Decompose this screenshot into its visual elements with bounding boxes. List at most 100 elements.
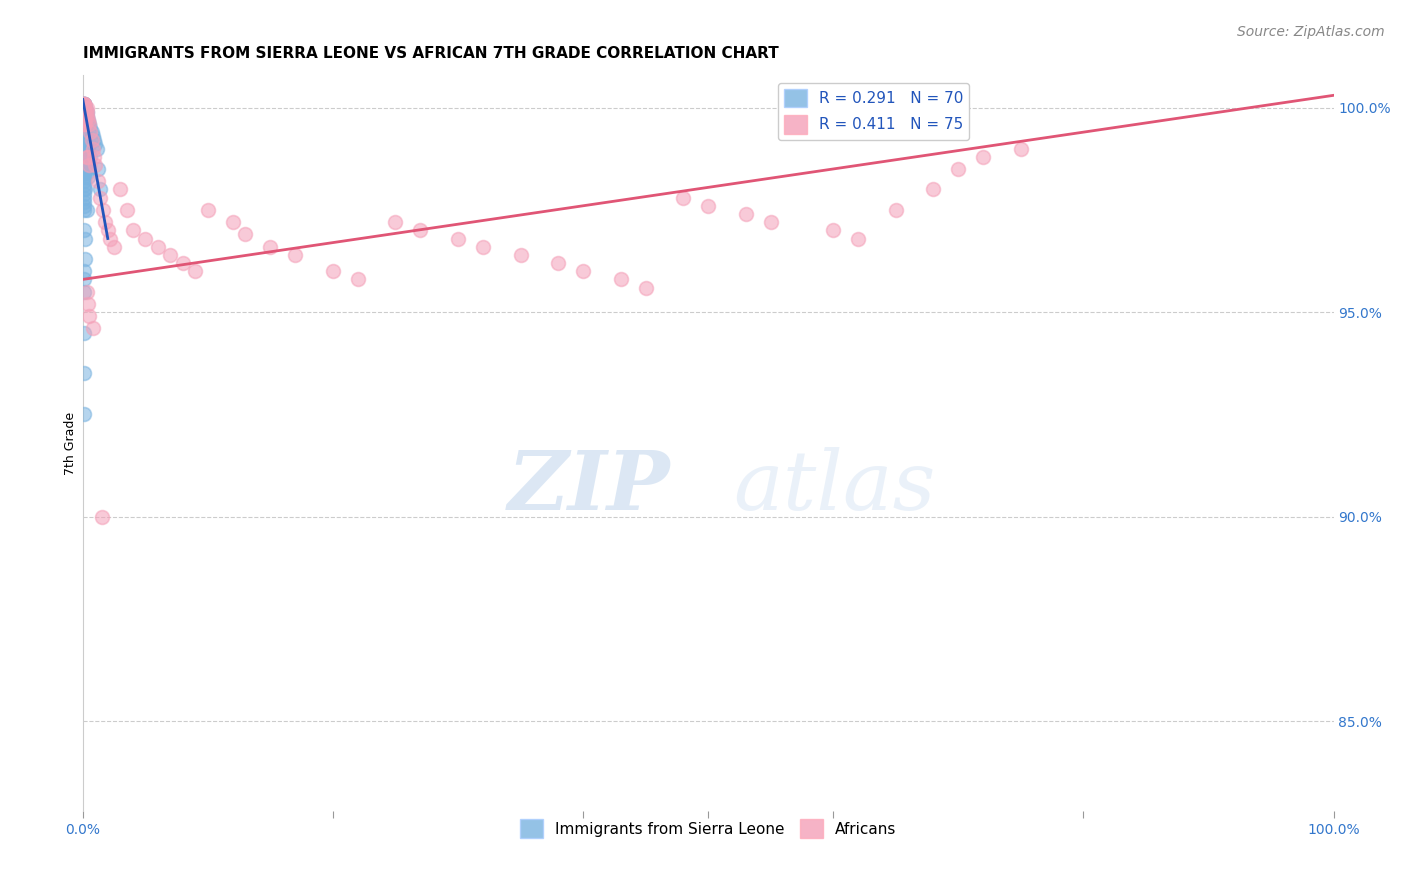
Point bbox=[73, 96, 96, 111]
Point bbox=[222, 215, 245, 229]
Point bbox=[73, 101, 96, 115]
Point bbox=[75, 182, 97, 196]
Point bbox=[509, 248, 531, 262]
Point bbox=[75, 104, 97, 119]
Point bbox=[76, 112, 98, 127]
Point bbox=[73, 178, 96, 193]
Point bbox=[73, 96, 96, 111]
Point bbox=[347, 272, 370, 286]
Point bbox=[409, 223, 432, 237]
Point bbox=[73, 408, 96, 422]
Point bbox=[75, 112, 97, 127]
Point bbox=[82, 141, 104, 155]
Point bbox=[572, 264, 595, 278]
Point bbox=[73, 182, 96, 196]
Point bbox=[73, 96, 96, 111]
Point bbox=[115, 202, 138, 217]
Point bbox=[76, 285, 98, 299]
Point bbox=[83, 133, 105, 147]
Point bbox=[76, 104, 98, 119]
Point bbox=[76, 112, 98, 127]
Point bbox=[73, 104, 96, 119]
Point bbox=[73, 117, 96, 131]
Point bbox=[79, 125, 101, 139]
Point bbox=[447, 231, 470, 245]
Point bbox=[73, 223, 96, 237]
Point bbox=[75, 129, 97, 144]
Point bbox=[146, 240, 169, 254]
Point bbox=[922, 182, 945, 196]
Point bbox=[73, 96, 96, 111]
Point bbox=[672, 191, 695, 205]
Point bbox=[759, 215, 782, 229]
Point bbox=[73, 109, 96, 123]
Point bbox=[75, 125, 97, 139]
Point bbox=[75, 112, 97, 127]
Point bbox=[73, 104, 96, 119]
Point bbox=[73, 129, 96, 144]
Point bbox=[697, 199, 720, 213]
Point bbox=[73, 96, 96, 111]
Point bbox=[87, 161, 110, 176]
Point bbox=[89, 182, 111, 196]
Point bbox=[73, 96, 96, 111]
Point bbox=[90, 509, 112, 524]
Point bbox=[73, 161, 96, 176]
Point bbox=[73, 133, 96, 147]
Point bbox=[89, 191, 111, 205]
Point bbox=[284, 248, 307, 262]
Point bbox=[259, 240, 281, 254]
Point bbox=[76, 161, 98, 176]
Point bbox=[73, 170, 96, 185]
Point bbox=[73, 272, 96, 286]
Point bbox=[76, 141, 98, 155]
Point bbox=[110, 182, 132, 196]
Point bbox=[73, 174, 96, 188]
Point bbox=[79, 150, 101, 164]
Point bbox=[73, 109, 96, 123]
Point bbox=[235, 227, 257, 242]
Text: IMMIGRANTS FROM SIERRA LEONE VS AFRICAN 7TH GRADE CORRELATION CHART: IMMIGRANTS FROM SIERRA LEONE VS AFRICAN … bbox=[83, 46, 779, 62]
Point bbox=[94, 215, 117, 229]
Point bbox=[948, 161, 970, 176]
Point bbox=[134, 231, 156, 245]
Point bbox=[73, 191, 96, 205]
Point bbox=[76, 109, 98, 123]
Point bbox=[172, 256, 194, 270]
Point bbox=[76, 104, 98, 119]
Point bbox=[75, 101, 97, 115]
Point bbox=[84, 137, 107, 152]
Point bbox=[75, 104, 97, 119]
Point bbox=[734, 207, 756, 221]
Point bbox=[97, 223, 120, 237]
Point bbox=[83, 150, 105, 164]
Point bbox=[77, 158, 100, 172]
Point bbox=[73, 202, 96, 217]
Point bbox=[75, 117, 97, 131]
Legend: Immigrants from Sierra Leone, Africans: Immigrants from Sierra Leone, Africans bbox=[513, 814, 903, 844]
Point bbox=[634, 280, 657, 294]
Point bbox=[846, 231, 869, 245]
Point bbox=[82, 321, 104, 335]
Point bbox=[80, 125, 103, 139]
Point bbox=[73, 285, 96, 299]
Point bbox=[73, 112, 96, 127]
Point bbox=[79, 121, 101, 136]
Point bbox=[73, 117, 96, 131]
Point bbox=[73, 145, 96, 160]
Point bbox=[197, 202, 219, 217]
Point bbox=[73, 158, 96, 172]
Point bbox=[73, 186, 96, 201]
Point bbox=[547, 256, 569, 270]
Point bbox=[75, 109, 97, 123]
Point bbox=[76, 101, 98, 115]
Point bbox=[75, 109, 97, 123]
Point bbox=[73, 112, 96, 127]
Point bbox=[87, 174, 110, 188]
Point bbox=[73, 137, 96, 152]
Point bbox=[84, 158, 107, 172]
Text: Source: ZipAtlas.com: Source: ZipAtlas.com bbox=[1237, 25, 1385, 39]
Point bbox=[73, 104, 96, 119]
Point bbox=[73, 125, 96, 139]
Point bbox=[75, 231, 97, 245]
